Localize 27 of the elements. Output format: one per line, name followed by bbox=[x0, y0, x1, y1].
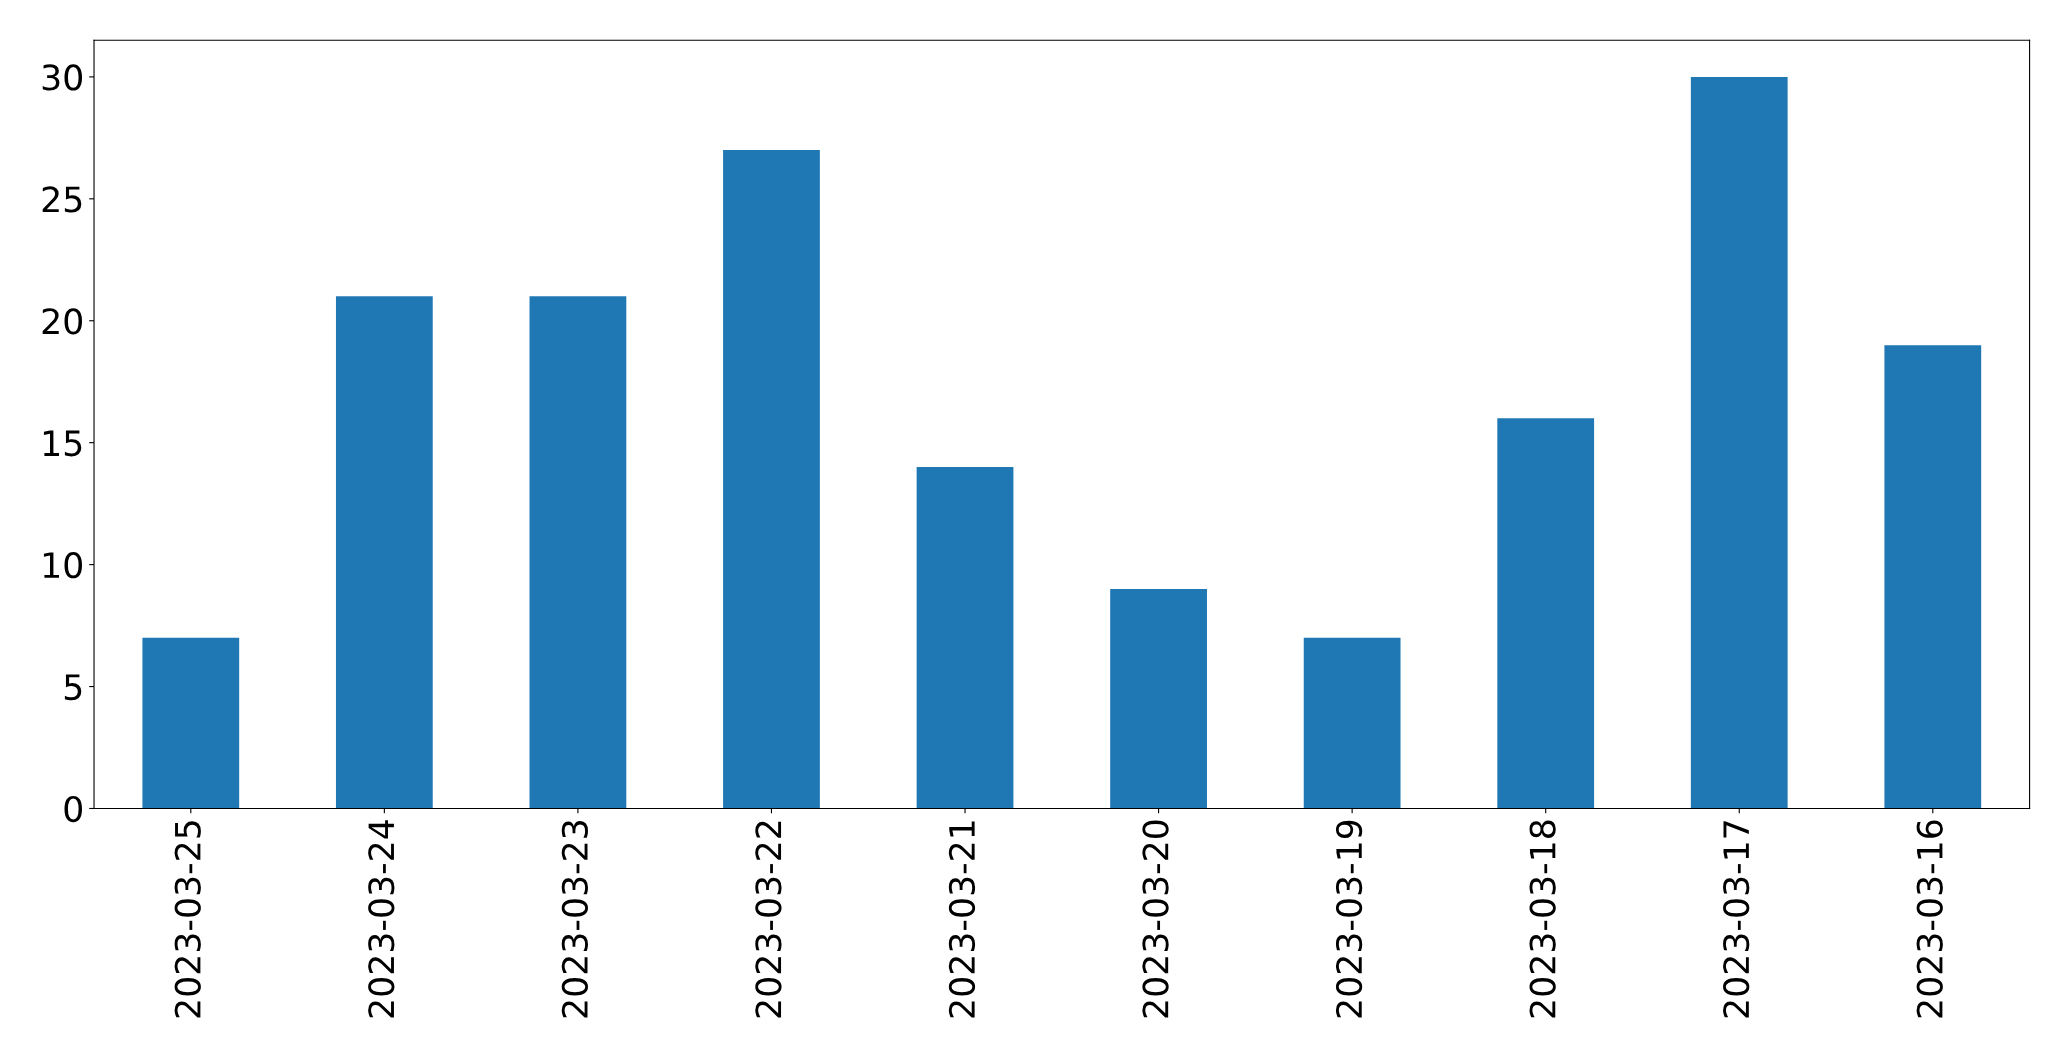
x-tick-label: 2023-03-19 bbox=[1335, 820, 1363, 1018]
x-tick-label: 2023-03-20 bbox=[1142, 820, 1169, 1018]
y-tick-label: 0 bbox=[64, 795, 82, 823]
bar bbox=[1497, 418, 1595, 809]
x-tick-label: 2023-03-17 bbox=[1723, 821, 1750, 1018]
x-tick-label: 2023-03-24 bbox=[368, 820, 395, 1018]
bar bbox=[916, 467, 1014, 809]
bar bbox=[335, 296, 433, 809]
y-tick-label: 15 bbox=[43, 430, 82, 457]
x-tick-label: 2023-03-23 bbox=[561, 820, 588, 1018]
x-tick-label: 2023-03-21 bbox=[948, 821, 976, 1018]
bar bbox=[1303, 637, 1401, 809]
bar bbox=[142, 637, 240, 809]
y-tick-label: 10 bbox=[43, 552, 82, 579]
x-tick-label: 2023-03-22 bbox=[755, 821, 782, 1018]
x-tick-label: 2023-03-25 bbox=[174, 821, 201, 1018]
x-tick-label: 2023-03-16 bbox=[1916, 820, 1943, 1018]
bar bbox=[1110, 589, 1207, 809]
bar bbox=[529, 296, 627, 809]
x-tick-label: 2023-03-18 bbox=[1529, 820, 1556, 1018]
y-tick-label: 30 bbox=[42, 64, 82, 91]
bar bbox=[723, 150, 820, 809]
bar bbox=[1690, 76, 1788, 809]
y-tick-label: 25 bbox=[42, 186, 82, 213]
bar bbox=[1884, 345, 1982, 809]
y-tick-label: 5 bbox=[64, 674, 82, 701]
y-tick-label: 20 bbox=[42, 308, 82, 335]
